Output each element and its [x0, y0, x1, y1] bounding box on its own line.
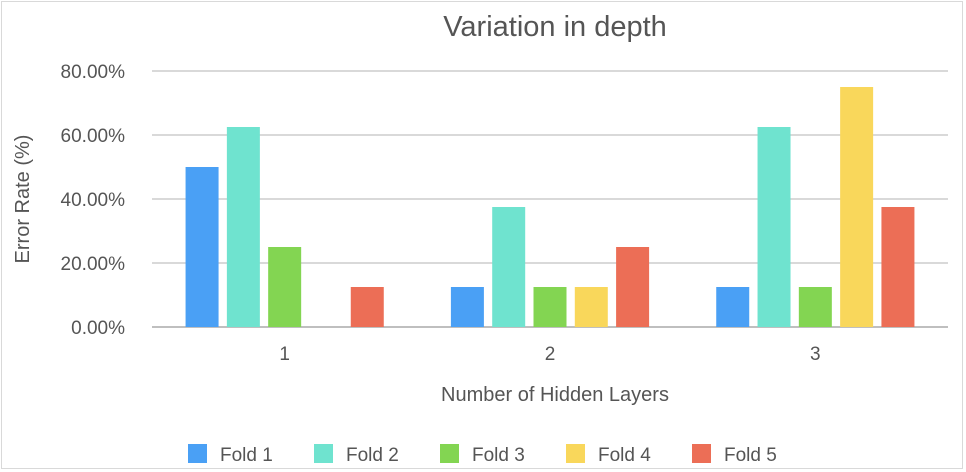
bar [268, 247, 301, 327]
bar [881, 207, 914, 327]
bar [616, 247, 649, 327]
x-tick-label: 1 [279, 344, 290, 365]
bar [840, 87, 873, 327]
bars [186, 87, 915, 327]
y-tick-label: 80.00% [61, 62, 126, 83]
y-tick-label: 20.00% [61, 254, 126, 275]
legend-label: Fold 4 [598, 445, 651, 466]
y-tick-label: 40.00% [61, 190, 126, 211]
legend-swatch [314, 444, 333, 463]
legend: Fold 1 Fold 2 Fold 3 Fold 4 Fold 5 [188, 444, 777, 466]
bar [451, 287, 484, 327]
x-tick-label: 3 [810, 344, 821, 365]
bar [227, 127, 260, 327]
legend-label: Fold 2 [346, 445, 399, 466]
x-tick-label: 2 [545, 344, 556, 365]
x-axis-label: Number of Hidden Layers [441, 384, 669, 406]
legend-label: Fold 1 [220, 445, 273, 466]
bar [492, 207, 525, 327]
y-tick-label: 0.00% [71, 318, 125, 339]
bar [186, 167, 219, 327]
y-tick-label: 60.00% [61, 126, 126, 147]
x-tick-labels: 1 2 3 [279, 344, 820, 365]
legend-swatch [692, 444, 711, 463]
chart-title: Variation in depth [443, 11, 667, 43]
legend-swatch [566, 444, 585, 463]
bar [534, 287, 567, 327]
legend-label: Fold 5 [724, 445, 777, 466]
bar [758, 127, 791, 327]
legend-label: Fold 3 [472, 445, 525, 466]
bar [575, 287, 608, 327]
bar [799, 287, 832, 327]
bar [351, 287, 384, 327]
legend-swatch [188, 444, 207, 463]
y-tick-labels: 0.00% 20.00% 40.00% 60.00% 80.00% [61, 62, 126, 339]
legend-swatch [440, 444, 459, 463]
bar [716, 287, 749, 327]
y-axis-label: Error Rate (%) [12, 135, 34, 264]
